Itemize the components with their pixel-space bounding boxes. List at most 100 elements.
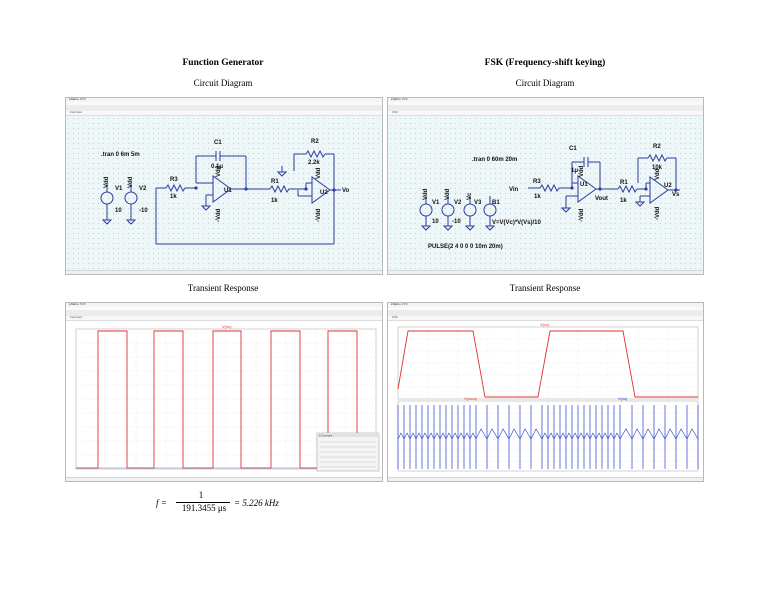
u2-neg-vdd-label: -Vdd — [316, 208, 322, 222]
v3-label: V3 — [474, 200, 482, 206]
status-bar — [388, 270, 703, 274]
r1-value: 1k — [620, 198, 627, 204]
u1-vdd-label: Vdd — [579, 165, 585, 177]
vo-square-wave — [76, 330, 376, 469]
function-generator-waveform-window[interactable]: LTspice XVII – ▫ × FuncGen V(vo) 2 Cursor… — [65, 302, 383, 482]
window-titlebar[interactable]: LTspice XVII – ▫ × — [66, 98, 382, 102]
u1-neg-vdd-label: -Vdd — [579, 208, 585, 222]
v2-label: V2 — [139, 186, 147, 192]
window-controls-icon[interactable]: – ▫ × — [391, 302, 398, 306]
function-generator-transient-subtitle: Transient Response — [187, 283, 259, 293]
r3-value: 1k — [170, 194, 177, 200]
window-title: LTspice XVII — [69, 97, 86, 101]
vo-label: Vo — [342, 188, 350, 194]
r2-label: R2 — [653, 144, 661, 150]
status-bar — [388, 477, 703, 481]
fsk-waveform-window[interactable]: LTspice XVII – ▫ × FSK V(vc) V(vout) V(vs… — [387, 302, 704, 482]
u1-label: U1 — [224, 188, 232, 194]
tab-bar[interactable]: FSK — [388, 315, 703, 321]
c1-value: 1μ — [571, 168, 578, 174]
r2-value: 10k — [652, 165, 663, 171]
r3-label: R3 — [533, 179, 541, 185]
v1-label: V1 — [432, 200, 440, 206]
r2-value: 2.2k — [308, 160, 320, 166]
r1-label: R1 — [271, 179, 279, 185]
vin-label: Vin — [509, 187, 519, 193]
waveform-canvas[interactable]: V(vc) V(vout) V(vs) — [388, 321, 703, 477]
schematic-tab[interactable]: FSK — [392, 110, 398, 114]
b1-expression: V=V(Vc)*V(Vs)/10 — [492, 220, 542, 226]
u1-vdd-label: Vdd — [216, 165, 222, 177]
v2-value: -10 — [452, 219, 461, 225]
c1-label: C1 — [569, 146, 577, 152]
menu-bar[interactable] — [66, 102, 382, 105]
vout-label: Vout — [595, 196, 608, 202]
schematic-canvas[interactable]: .tran 0 60m 20m Vdd Vdd Vc V1 V2 V3 B1 1… — [388, 116, 703, 270]
formula-denominator: 191.3455 μs — [181, 503, 227, 513]
status-bar — [66, 477, 382, 481]
cursor-dialog[interactable]: 2 Cursors — [316, 432, 380, 472]
fsk-transient-subtitle: Transient Response — [509, 283, 581, 293]
window-titlebar[interactable]: LTspice XVII – ▫ × — [66, 303, 382, 307]
menu-bar[interactable] — [388, 307, 703, 310]
r1-value: 1k — [271, 198, 278, 204]
tab-bar[interactable]: FuncGen — [66, 315, 382, 321]
tran-directive: .tran 0 60m 20m — [472, 157, 517, 163]
u1-label: U1 — [580, 182, 588, 188]
v1-value: 10 — [432, 219, 439, 225]
waveform-tab[interactable]: FSK — [392, 315, 398, 319]
fsk-schematic-window[interactable]: LTspice XVII – ▫ × FSK — [387, 97, 704, 275]
v1-value: 10 — [115, 208, 122, 214]
formula-result: = 5.226 kHz — [234, 498, 279, 508]
menu-bar[interactable] — [388, 102, 703, 105]
function-generator-title: Function Generator — [182, 58, 264, 68]
v2-value: -10 — [139, 208, 148, 214]
window-title: LTspice XVII — [391, 302, 408, 306]
u2-label: U2 — [664, 183, 672, 189]
pulse-spec: PULSE(2 4 0 0 0 10m 20m) — [428, 244, 503, 250]
u1-neg-vdd-label: -Vdd — [216, 208, 222, 222]
u2-vdd-label: Vdd — [655, 168, 661, 180]
v2-node-label: Vdd — [445, 188, 451, 200]
fsk-circuit-subtitle: Circuit Diagram — [515, 78, 575, 88]
v2-node-label: Vdd — [128, 176, 134, 188]
function-generator-waveform: V(vo) 2 Cursors — [75, 324, 380, 472]
function-generator-schematic: .tran 0 6m 5m Vdd Vdd V1 V2 10 -10 R3 1k… — [100, 139, 350, 245]
c1-label: C1 — [214, 140, 222, 146]
v1-node-label: Vdd — [104, 176, 110, 188]
vs-trace-label: V(vs) — [618, 396, 628, 401]
window-titlebar[interactable]: LTspice XVII – ▫ × — [388, 98, 703, 102]
schematic-canvas[interactable]: .tran 0 6m 5m Vdd Vdd V1 V2 10 -10 R3 1k… — [66, 116, 382, 270]
window-controls-icon[interactable]: – ▫ × — [69, 302, 76, 306]
cursor-dialog-title: 2 Cursors — [319, 433, 333, 437]
r3-value: 1k — [534, 194, 541, 200]
tab-bar[interactable]: FuncGen — [66, 110, 382, 116]
window-controls-icon[interactable]: – ▫ × — [69, 97, 76, 101]
window-controls-icon[interactable]: – ▫ × — [391, 97, 398, 101]
window-title: LTspice XVII — [69, 302, 86, 306]
vc-trace-label: V(vc) — [540, 322, 550, 327]
vs-label: Vs — [672, 192, 680, 198]
r3-label: R3 — [170, 177, 178, 183]
formula-lhs: f = — [156, 498, 167, 508]
waveform-canvas[interactable]: V(vo) 2 Cursors — [66, 321, 382, 477]
tran-directive: .tran 0 6m 5m — [101, 152, 140, 158]
fsk-waveform: V(vc) V(vout) V(vs) — [397, 322, 699, 472]
waveform-tab[interactable]: FuncGen — [70, 315, 83, 319]
fsk-schematic: .tran 0 60m 20m Vdd Vdd Vc V1 V2 V3 B1 1… — [419, 144, 680, 250]
vout-triangle-wave — [397, 428, 699, 440]
menu-bar[interactable] — [66, 307, 382, 310]
v1-label: V1 — [115, 186, 123, 192]
vs-square-wave — [397, 405, 699, 469]
r1-label: R1 — [620, 180, 628, 186]
function-generator-schematic-window[interactable]: LTspice XVII – ▫ × FuncGen — [65, 97, 383, 275]
u2-neg-vdd-label: -Vdd — [655, 206, 661, 220]
c1-value: 0.1μ — [211, 164, 223, 170]
frequency-formula: f = 1 191.3455 μs = 5.226 kHz — [156, 490, 296, 524]
schematic-tab[interactable]: FuncGen — [70, 110, 83, 114]
u2-vdd-label: Vdd — [316, 167, 322, 179]
tab-bar[interactable]: FSK — [388, 110, 703, 116]
v3-node-label: Vc — [467, 192, 473, 200]
window-titlebar[interactable]: LTspice XVII – ▫ × — [388, 303, 703, 307]
u2-label: U2 — [320, 190, 328, 196]
